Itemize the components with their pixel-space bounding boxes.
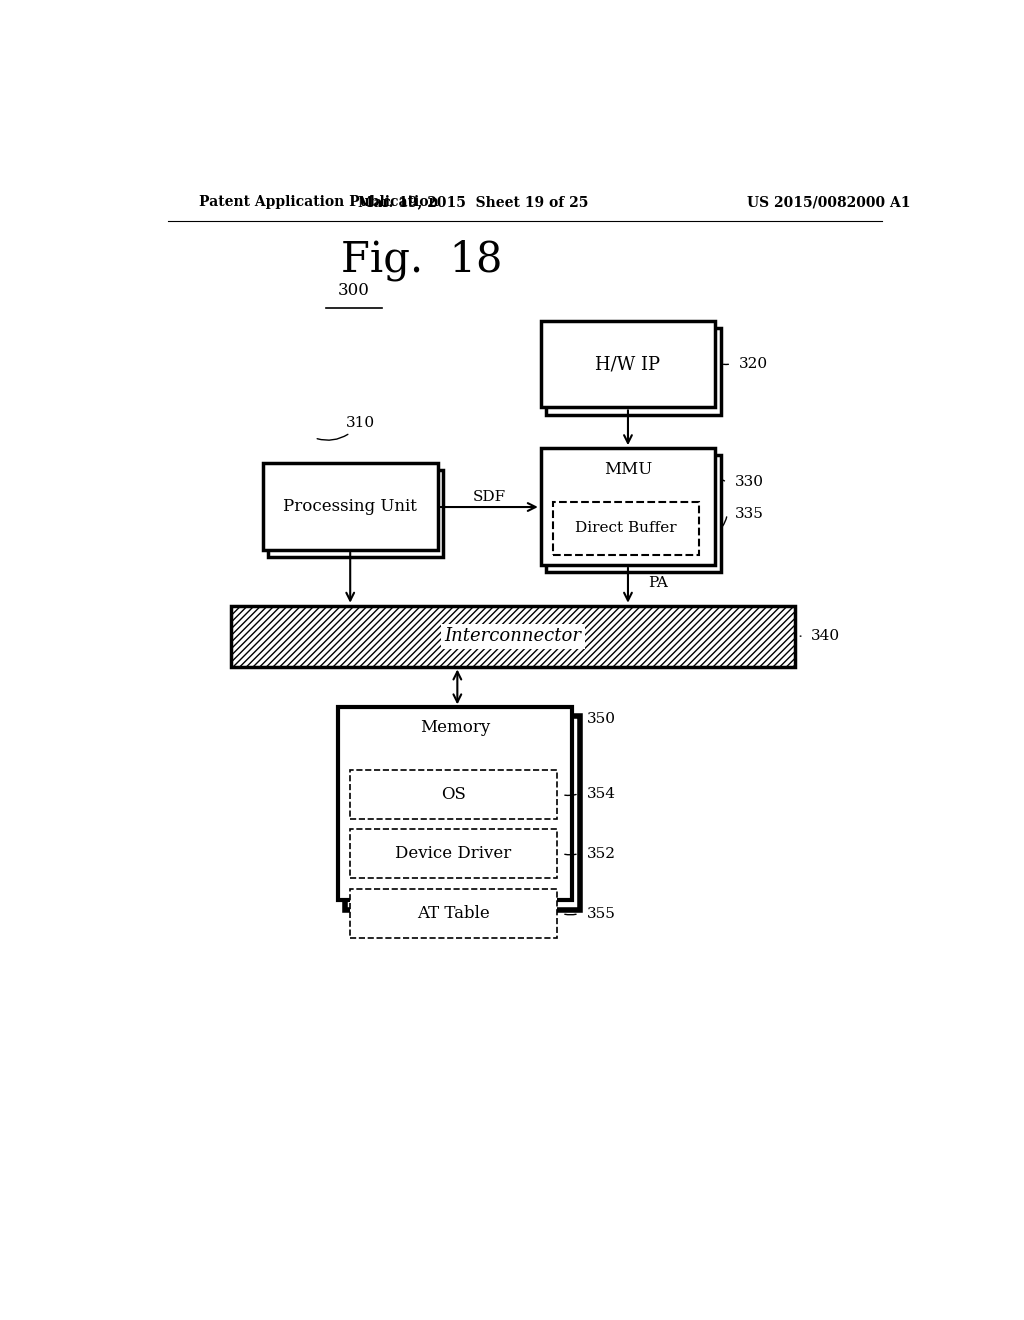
Text: 340: 340 (811, 630, 840, 643)
Text: Interconnector: Interconnector (444, 627, 582, 645)
Text: US 2015/0082000 A1: US 2015/0082000 A1 (748, 195, 910, 209)
Bar (546, 455, 721, 572)
Bar (350, 890, 557, 939)
Text: Device Driver: Device Driver (395, 845, 512, 862)
Text: 300: 300 (338, 282, 370, 300)
Bar (546, 329, 721, 414)
Text: PA: PA (648, 577, 668, 590)
Text: AT Table: AT Table (417, 906, 489, 923)
Text: 335: 335 (735, 507, 764, 521)
Text: Mar. 19, 2015  Sheet 19 of 25: Mar. 19, 2015 Sheet 19 of 25 (358, 195, 589, 209)
Text: Patent Application Publication: Patent Application Publication (200, 195, 439, 209)
Text: 352: 352 (587, 846, 615, 861)
Bar (541, 447, 715, 565)
Text: 330: 330 (735, 475, 764, 488)
Bar (268, 470, 443, 557)
Text: 355: 355 (587, 907, 615, 920)
Text: Direct Buffer: Direct Buffer (575, 521, 677, 536)
Bar (338, 708, 572, 900)
Text: 354: 354 (587, 787, 615, 801)
Text: H/W IP: H/W IP (596, 355, 660, 374)
Text: MMU: MMU (604, 461, 652, 478)
Text: Memory: Memory (420, 719, 490, 737)
Text: 310: 310 (346, 416, 376, 430)
Bar (345, 717, 580, 909)
Bar (541, 321, 715, 408)
Text: OS: OS (441, 787, 466, 803)
Text: 350: 350 (587, 713, 615, 726)
Text: 320: 320 (739, 356, 768, 371)
Bar (553, 502, 699, 554)
Text: Processing Unit: Processing Unit (284, 498, 417, 515)
Bar (263, 463, 437, 549)
Bar (231, 606, 795, 667)
Text: Fig.  18: Fig. 18 (341, 239, 503, 281)
Bar (350, 771, 557, 818)
Text: SDF: SDF (472, 490, 506, 504)
Bar (350, 829, 557, 878)
